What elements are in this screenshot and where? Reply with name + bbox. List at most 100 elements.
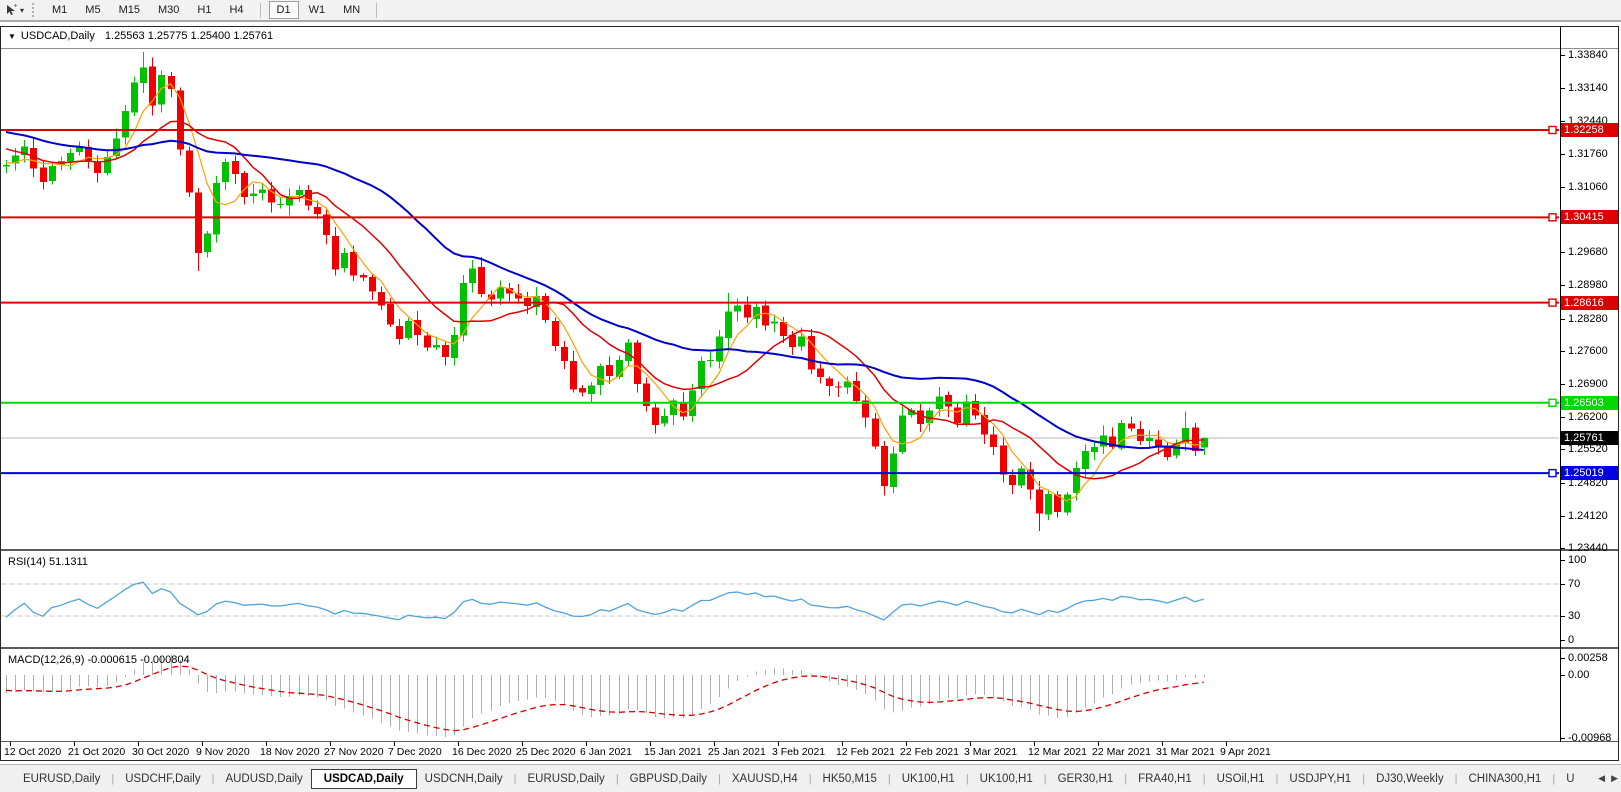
date-tick-label: 27 Nov 2020 <box>324 746 384 758</box>
date-tick-mark <box>714 742 715 746</box>
date-tick-label: 12 Mar 2021 <box>1028 746 1087 758</box>
price-tick-mark <box>1560 252 1565 253</box>
chart-menu-icon[interactable]: ▼ <box>8 32 16 41</box>
chart-tab-dj30-weekly-15[interactable]: DJ30,Weekly <box>1376 772 1444 785</box>
chart-tab-audusd-daily-2[interactable]: AUDUSD,Daily <box>225 772 303 785</box>
timeframe-button-m30[interactable]: M30 <box>157 4 180 16</box>
timeframe-button-w1[interactable]: W1 <box>308 4 326 16</box>
tab-separator: | <box>718 772 721 785</box>
price-tick-label: 1.29680 <box>1568 246 1608 259</box>
price-tick-mark <box>1560 384 1565 385</box>
tab-separator: | <box>808 772 812 785</box>
chart-tab-usdchf-daily-1[interactable]: USDCHF,Daily <box>125 772 201 785</box>
date-tick-mark <box>970 742 971 746</box>
title-separator <box>1 48 1618 49</box>
date-tick-mark <box>202 742 203 746</box>
chart-tab-uk100-h1-9[interactable]: UK100,H1 <box>901 772 955 785</box>
date-tick-mark <box>1098 742 1099 746</box>
level-price-badge: 1.26503 <box>1561 395 1619 410</box>
price-tick-mark <box>1560 55 1565 56</box>
chart-tab-usdcad-daily-3[interactable]: USDCAD,Daily <box>310 768 417 789</box>
rsi-tick-label: 30 <box>1568 610 1581 622</box>
date-axis-separator <box>1 741 1618 742</box>
price-tick-label: 1.26900 <box>1568 377 1608 390</box>
timeframe-button-d1[interactable]: D1 <box>268 1 299 19</box>
chart-tab-u-17[interactable]: U <box>1566 772 1575 785</box>
chart-ohlc-values: 1.25563 1.25775 1.25400 1.25761 <box>104 30 274 42</box>
price-tick-label: 1.31060 <box>1568 180 1608 193</box>
date-tick-label: 30 Oct 2020 <box>132 746 190 758</box>
date-tick-label: 25 Jan 2021 <box>708 746 766 758</box>
rsi-tick-label: 100 <box>1568 554 1587 566</box>
date-tick-label: 9 Apr 2021 <box>1220 746 1271 758</box>
chart-tab-xauusd-h4-7[interactable]: XAUUSD,H4 <box>731 772 798 785</box>
timeframe-button-m1[interactable]: M1 <box>52 4 68 16</box>
date-tick-mark <box>1162 742 1163 746</box>
timeframe-button-m15[interactable]: M15 <box>118 4 140 16</box>
date-tick-mark <box>394 742 395 746</box>
tab-separator: | <box>965 772 969 785</box>
timeframe-button-mn[interactable]: MN <box>343 4 361 16</box>
date-tick-label: 9 Nov 2020 <box>196 746 250 758</box>
timeframe-button-m5[interactable]: M5 <box>85 4 101 16</box>
date-tick-mark <box>1226 742 1227 746</box>
chart-tab-bar: EURUSD,Daily | USDCHF,Daily | AUDUSD,Daily US… <box>0 764 1621 792</box>
chart-tab-usdjpy-h1-14[interactable]: USDJPY,H1 <box>1289 772 1352 785</box>
date-tick-mark <box>1034 742 1035 746</box>
price-tick-mark <box>1560 351 1565 352</box>
level-price-badge: 1.32258 <box>1561 122 1619 137</box>
chart-tab-china300-h1-16[interactable]: CHINA300,H1 <box>1468 772 1542 785</box>
date-tick-label: 12 Feb 2021 <box>836 746 895 758</box>
chart-tab-usdcnh-daily-4[interactable]: USDCNH,Daily <box>424 772 503 785</box>
timeframe-button-h4[interactable]: H4 <box>229 4 244 16</box>
date-tick-mark <box>522 742 523 746</box>
chart-tab-eurusd-daily-5[interactable]: EURUSD,Daily <box>527 772 605 785</box>
price-tick-label: 1.23440 <box>1568 541 1608 554</box>
chart-tab-hk50-m15-8[interactable]: HK50,M15 <box>822 772 877 785</box>
chart-tab-fra40-h1-12[interactable]: FRA40,H1 <box>1138 772 1192 785</box>
panel-splitter-macd[interactable] <box>1 647 1618 649</box>
chart-tab-gbpusd-daily-6[interactable]: GBPUSD,Daily <box>629 772 707 785</box>
date-tick-mark <box>138 742 139 746</box>
chart-tab-eurusd-daily-0[interactable]: EURUSD,Daily <box>23 772 101 785</box>
rsi-indicator-label: RSI(14) 51.1311 <box>8 556 88 568</box>
chart-tab-uk100-h1-10[interactable]: UK100,H1 <box>979 772 1033 785</box>
date-tick-mark <box>458 742 459 746</box>
chart-tab-ger30-h1-11[interactable]: GER30,H1 <box>1057 772 1114 785</box>
price-tick-mark <box>1560 516 1565 517</box>
price-tick-label: 1.28280 <box>1568 312 1608 325</box>
tabs-scroll-left-icon[interactable]: ◀ <box>1598 773 1606 783</box>
date-tick-label: 21 Oct 2020 <box>68 746 126 758</box>
chart-tab-usoil-h1-13[interactable]: USOil,H1 <box>1216 772 1265 785</box>
date-tick-mark <box>650 742 651 746</box>
price-tick-label: 1.28980 <box>1568 279 1608 292</box>
price-tick-label: 1.33840 <box>1568 49 1608 61</box>
tab-separator: | <box>513 772 517 785</box>
date-tick-label: 7 Dec 2020 <box>388 746 442 758</box>
rsi-tick-mark <box>1560 560 1565 561</box>
date-tick-mark <box>586 742 587 746</box>
toolbar-grip <box>32 3 35 17</box>
cursor-tool-dropdown-icon[interactable]: ▾ <box>20 5 25 15</box>
tabs-scroll-right-icon[interactable]: ▶ <box>1611 773 1618 783</box>
price-tick-mark <box>1560 88 1565 89</box>
rsi-tick-mark <box>1560 640 1565 641</box>
rsi-tick-label: 0 <box>1568 634 1575 646</box>
price-tick-label: 1.27600 <box>1568 344 1608 357</box>
date-tick-label: 25 Dec 2020 <box>516 746 576 758</box>
price-tick-label: 1.33140 <box>1568 82 1608 95</box>
date-tick-mark <box>330 742 331 746</box>
price-tick-label: 1.24120 <box>1568 509 1608 522</box>
timeframe-button-h1[interactable]: H1 <box>197 4 212 16</box>
tab-scroll-arrows: ◀ ▶ <box>1592 765 1618 792</box>
panel-splitter-rsi[interactable] <box>1 549 1618 551</box>
macd-tick-mark <box>1560 658 1565 659</box>
cursor-tool-icon[interactable] <box>3 2 19 18</box>
date-tick-mark <box>778 742 779 746</box>
cursor-arrow-glyph <box>6 3 17 15</box>
price-tick-mark <box>1560 417 1565 418</box>
price-tick-mark <box>1560 154 1565 155</box>
macd-tick-label: -0.00968 <box>1568 732 1612 745</box>
price-tick-mark <box>1560 285 1565 286</box>
